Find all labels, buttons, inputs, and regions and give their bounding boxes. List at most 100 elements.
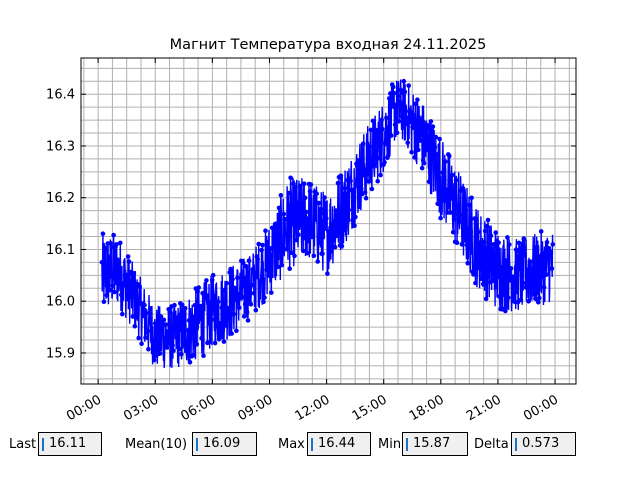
data-point xyxy=(402,89,408,95)
data-point xyxy=(401,78,407,84)
data-point xyxy=(357,204,362,210)
data-point xyxy=(186,318,192,323)
data-point xyxy=(438,215,443,221)
data-point xyxy=(468,229,473,234)
data-point xyxy=(100,231,106,236)
data-point xyxy=(228,266,233,272)
data-point xyxy=(481,240,487,245)
data-point xyxy=(342,185,348,191)
data-point xyxy=(457,212,463,218)
data-point xyxy=(399,114,405,119)
data-point xyxy=(439,186,444,192)
data-point xyxy=(219,305,225,310)
data-point xyxy=(259,247,264,253)
y-tick-label: 16.2 xyxy=(46,191,75,206)
data-point xyxy=(288,175,293,181)
data-point xyxy=(517,247,523,252)
max-value-field[interactable]: 16.44 xyxy=(307,432,371,456)
data-point xyxy=(204,278,209,283)
max-label: Max xyxy=(278,437,305,452)
data-point xyxy=(530,284,535,290)
delta-value-field[interactable]: 0.573 xyxy=(511,432,576,456)
data-point xyxy=(282,216,288,222)
data-point xyxy=(395,93,401,99)
data-point xyxy=(536,299,541,305)
data-point xyxy=(119,292,124,298)
data-point xyxy=(490,278,496,284)
data-point xyxy=(524,267,529,272)
x-tick-label: 12:00 xyxy=(293,392,333,424)
data-point xyxy=(435,201,441,207)
data-point xyxy=(461,213,467,218)
data-point xyxy=(378,172,383,178)
data-point xyxy=(126,259,132,264)
data-point xyxy=(384,115,389,121)
data-point xyxy=(528,259,533,265)
data-point xyxy=(104,292,110,298)
data-point xyxy=(344,191,350,196)
data-point xyxy=(292,253,297,259)
data-point xyxy=(444,187,449,192)
data-point xyxy=(170,343,175,348)
mean-value-field[interactable]: 16.09 xyxy=(192,432,257,456)
data-point xyxy=(281,211,287,217)
x-tick-label: 18:00 xyxy=(407,392,447,424)
data-point xyxy=(499,265,504,270)
data-point xyxy=(250,266,256,272)
data-point xyxy=(509,274,515,279)
data-point xyxy=(325,271,330,276)
data-point xyxy=(441,197,446,203)
data-point xyxy=(270,245,276,250)
data-point xyxy=(356,158,361,163)
data-point xyxy=(440,170,445,175)
data-point xyxy=(191,352,197,358)
data-point xyxy=(232,285,237,291)
data-point xyxy=(491,242,497,247)
data-point xyxy=(149,329,154,334)
data-point xyxy=(503,308,508,314)
min-value-field[interactable]: 15.87 xyxy=(402,432,468,456)
data-point xyxy=(538,275,543,281)
data-point xyxy=(505,235,510,240)
data-point xyxy=(338,173,344,178)
data-point xyxy=(348,178,353,184)
x-tick-label: 03:00 xyxy=(121,392,161,424)
data-point xyxy=(141,313,146,319)
data-point xyxy=(148,306,153,311)
data-point xyxy=(289,250,294,255)
last-value-field[interactable]: 16.11 xyxy=(38,432,102,456)
data-point xyxy=(112,289,117,295)
data-point xyxy=(277,217,283,222)
temperature-chart: Магнит Температура входная 24.11.2025 15… xyxy=(46,37,577,424)
data-point xyxy=(412,155,417,160)
data-point xyxy=(324,216,329,221)
data-point xyxy=(550,242,556,247)
data-point xyxy=(225,314,230,320)
y-tick-label: 16.4 xyxy=(46,88,75,103)
data-point xyxy=(192,303,198,308)
data-point xyxy=(310,232,316,237)
data-point xyxy=(323,211,328,217)
data-point xyxy=(511,295,517,301)
data-point xyxy=(190,314,196,320)
data-point xyxy=(408,119,413,125)
data-point xyxy=(376,135,382,141)
data-point xyxy=(366,179,372,184)
x-tick-label: 00:00 xyxy=(64,392,104,424)
data-point xyxy=(448,210,453,215)
data-point xyxy=(108,241,113,246)
y-axis-ticks: 15.9 16.0 16.1 16.2 16.3 16.4 xyxy=(46,88,576,361)
data-point xyxy=(120,311,125,317)
data-point xyxy=(542,250,548,255)
data-point xyxy=(422,136,428,141)
data-point xyxy=(237,305,242,311)
data-point xyxy=(403,109,409,114)
data-point xyxy=(251,291,257,296)
data-point xyxy=(548,250,554,255)
data-point xyxy=(391,90,397,96)
data-point xyxy=(301,181,307,186)
data-point xyxy=(521,236,527,241)
data-point xyxy=(351,187,356,193)
data-point xyxy=(353,214,358,220)
data-point xyxy=(305,227,311,233)
